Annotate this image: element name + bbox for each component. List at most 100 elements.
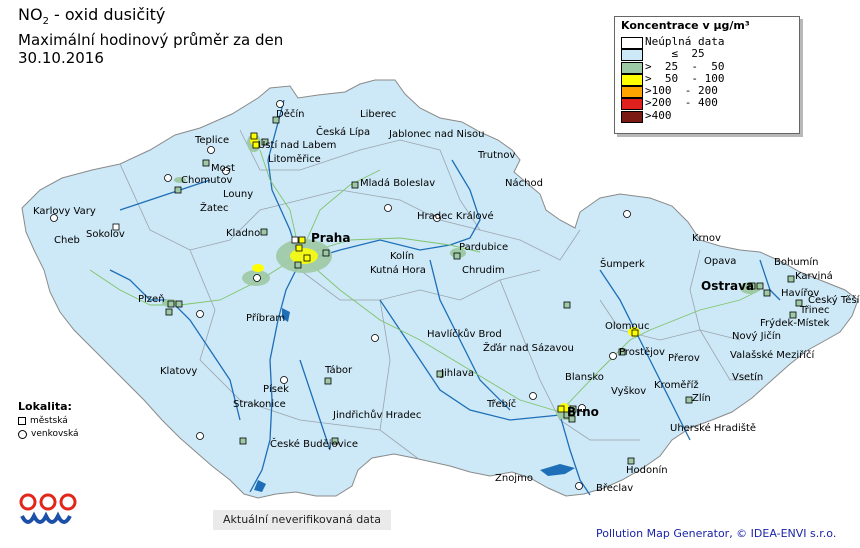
station-urban xyxy=(795,299,803,307)
station-rural xyxy=(253,274,261,282)
city-label: Strakonice xyxy=(233,399,286,410)
city-label: Kolín xyxy=(390,250,414,262)
city-label: Trutnov xyxy=(477,150,515,161)
station-urban xyxy=(175,300,183,308)
city-label: Tábor xyxy=(324,364,353,376)
legend-title: Koncentrace v µg/m³ xyxy=(621,19,750,32)
city-label: Třebíč xyxy=(486,398,516,410)
city-label: Chrudim xyxy=(462,265,505,276)
pollutant-title: NO2 - oxid dusičitý xyxy=(18,5,166,28)
station-rural xyxy=(575,482,583,490)
city-label: Hodonín xyxy=(626,464,668,476)
city-label: Kladno xyxy=(226,228,260,239)
station-urban xyxy=(291,236,299,244)
station-urban xyxy=(627,457,635,465)
city-label: Pardubice xyxy=(459,242,508,253)
road-network xyxy=(89,149,761,413)
station-urban xyxy=(167,300,175,308)
city-label: Písek xyxy=(263,383,289,395)
station-urban xyxy=(252,141,260,149)
station-urban xyxy=(261,138,269,146)
station-urban xyxy=(331,437,339,445)
station-urban xyxy=(239,437,247,445)
station-rural xyxy=(222,167,230,175)
city-label: Třinec xyxy=(799,304,830,316)
city-label: Nový Jičín xyxy=(732,330,781,342)
station-rural xyxy=(578,404,586,412)
station-urban xyxy=(202,159,210,167)
station-rural xyxy=(276,100,284,108)
station-rural xyxy=(207,146,215,154)
station-urban xyxy=(763,289,771,297)
city-label: Klatovy xyxy=(160,366,197,377)
city-label: Opava xyxy=(704,256,736,267)
station-urban xyxy=(563,411,571,419)
city-label: Cheb xyxy=(54,235,80,246)
czech-republic-outline xyxy=(21,79,859,499)
stations-rural xyxy=(50,100,631,490)
station-type-title: Lokalita: xyxy=(18,400,72,413)
city-label: Mladá Boleslav xyxy=(360,177,435,189)
city-label: Valašské Meziříčí xyxy=(730,349,815,361)
circle-marker-icon xyxy=(18,429,27,439)
station-rural xyxy=(196,310,204,318)
city-label: Ústí nad Labem xyxy=(258,138,336,151)
station-rural xyxy=(529,392,537,400)
city-label: Plzeň xyxy=(138,293,165,305)
city-label: Frýdek-Místek xyxy=(760,317,830,329)
legend-item: >100 - 200 xyxy=(615,85,799,99)
city-label: Karviná xyxy=(795,270,833,282)
city-label: Břeclav xyxy=(596,482,633,494)
station-urban xyxy=(174,186,182,194)
city-label: Uherské Hradiště xyxy=(670,422,756,434)
city-label: Liberec xyxy=(360,109,396,120)
city-label: Zlín xyxy=(692,392,711,404)
station-rural xyxy=(384,204,392,212)
city-label: Znojmo xyxy=(495,473,533,484)
city-label: Hradec Králové xyxy=(417,210,494,222)
city-label: Krnov xyxy=(692,233,721,244)
station-urban xyxy=(260,228,268,236)
legend-item: >400 xyxy=(615,109,799,123)
station-urban xyxy=(112,223,120,231)
city-label: Most xyxy=(211,163,235,174)
city-label: Přerov xyxy=(668,352,700,364)
station-urban xyxy=(453,252,461,260)
city-label: Havířov xyxy=(781,287,819,299)
unverified-data-notice: Aktuální neverifikovaná data xyxy=(213,510,391,530)
reservoirs xyxy=(254,308,575,492)
station-rural xyxy=(609,352,617,360)
city-label: Náchod xyxy=(505,177,543,189)
region-boundaries xyxy=(119,129,760,461)
station-urban xyxy=(569,405,577,413)
square-marker-icon xyxy=(18,417,26,425)
legend-item: Neúplná data xyxy=(615,36,799,49)
city-label: Kutná Hora xyxy=(370,264,426,276)
station-rural xyxy=(371,334,379,342)
chmi-logo xyxy=(19,493,77,524)
station-urban xyxy=(563,301,571,309)
city-label: Teplice xyxy=(194,135,229,146)
city-label-praha: Praha xyxy=(311,231,350,245)
station-urban xyxy=(436,370,444,378)
legend-item: > 25 - 50 xyxy=(615,60,799,74)
city-label: Havlíčkův Brod xyxy=(427,328,502,340)
city-label: Kroměříž xyxy=(654,379,699,391)
station-urban xyxy=(789,311,797,319)
city-label: Olomouc xyxy=(605,321,649,332)
station-urban xyxy=(303,254,311,262)
station-urban xyxy=(295,244,303,252)
station-type-urban: městská xyxy=(18,416,79,426)
city-label: Děčín xyxy=(276,108,304,120)
station-urban xyxy=(322,249,330,257)
city-label: České Budějovice xyxy=(270,437,358,450)
legend-item: ≤ 25 xyxy=(615,48,799,62)
station-urban xyxy=(250,132,258,140)
city-label: Karlovy Vary xyxy=(33,206,96,217)
station-urban xyxy=(618,348,626,356)
station-rural xyxy=(433,214,441,222)
stations-urban xyxy=(112,116,803,465)
station-urban xyxy=(298,236,306,244)
station-rural xyxy=(196,432,204,440)
